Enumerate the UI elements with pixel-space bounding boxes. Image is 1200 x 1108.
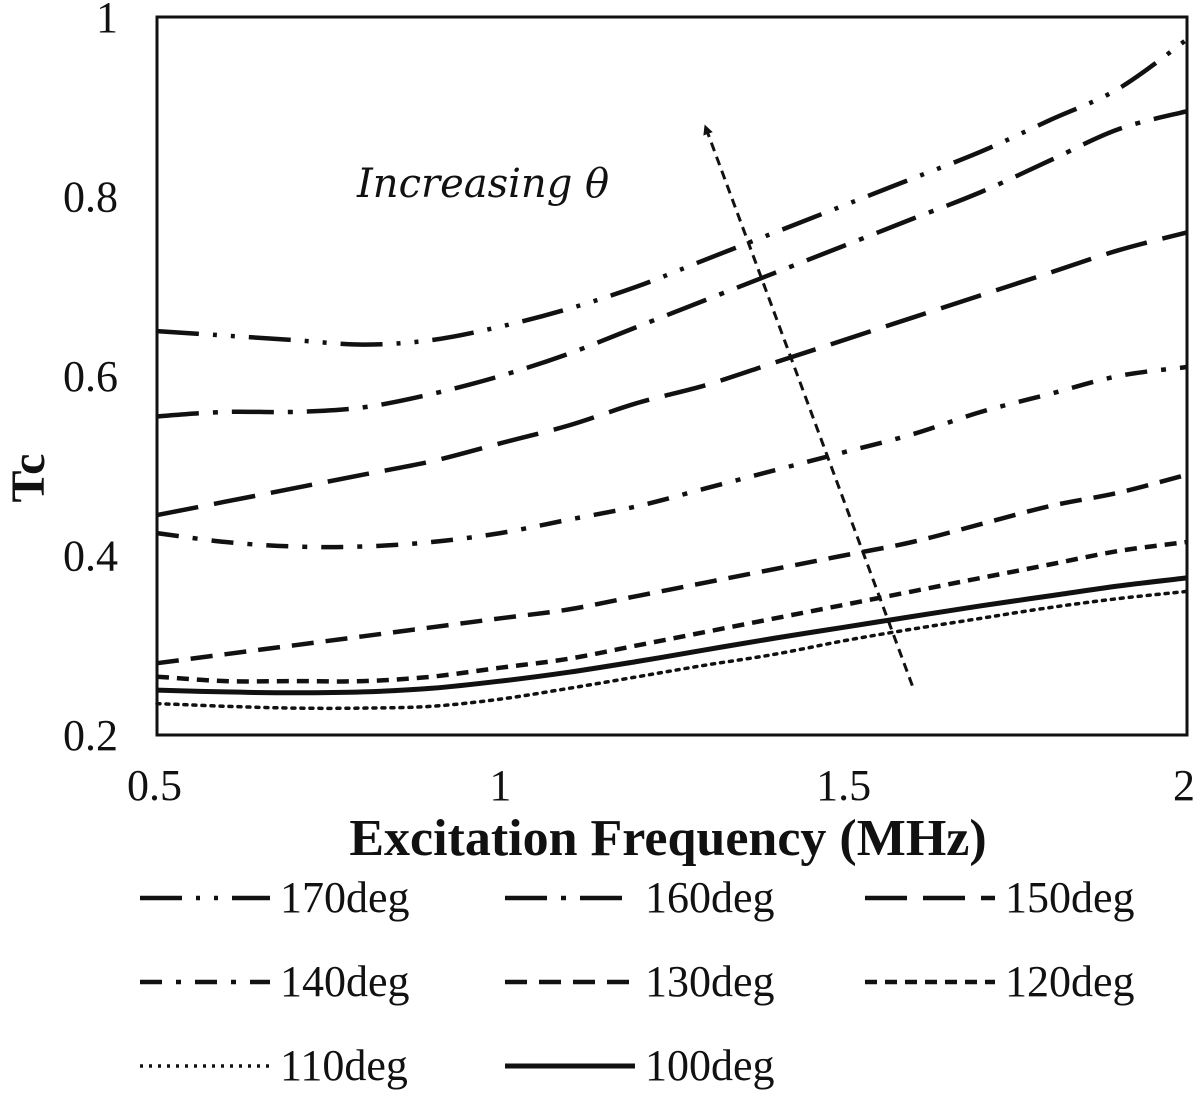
legend-label: 100deg [645,1041,775,1090]
y-tick-label: 0.4 [63,532,118,581]
series-150deg [156,230,1188,518]
plot-frame [155,15,1189,737]
series-100deg [156,575,1188,696]
legend-item-140deg: 140deg [140,957,410,1006]
series-layer [155,37,1189,711]
series-160deg [156,109,1188,419]
annotation-text: Increasing θ [356,161,609,207]
y-axis-title: Tc [2,454,55,503]
series-130deg [156,472,1188,666]
legend-item-100deg: 100deg [505,1041,775,1090]
legend-item-120deg: 120deg [865,957,1135,1006]
legend-item-130deg: 130deg [505,957,775,1006]
legend-item-170deg: 170deg [140,873,410,922]
tick-layer: 0.5 1 1.5 2 0.2 0.4 0.6 0.8 1 [63,0,1195,810]
y-tick-label: 0.6 [63,352,118,401]
legend-label: 170deg [280,873,410,922]
legend-item-150deg: 150deg [865,873,1135,922]
x-tick-label: 1 [489,761,511,810]
series-120deg [156,539,1188,684]
x-tick-label: 1.5 [816,761,871,810]
y-tick-label: 1 [96,0,118,42]
legend-label: 130deg [645,957,775,1006]
legend-item-110deg: 110deg [140,1041,408,1090]
x-tick-label: 2 [1173,761,1195,810]
y-tick-label: 0.2 [63,711,118,760]
legend-label: 110deg [280,1041,408,1090]
legend-item-160deg: 160deg [505,873,775,922]
legend-label: 140deg [280,957,410,1006]
y-tick-label: 0.8 [63,173,118,222]
annotation: Increasing θ [356,124,914,687]
series-170deg [156,37,1189,347]
increasing-theta-arrow [703,124,914,687]
legend-label: 160deg [645,873,775,922]
x-tick-label: 0.5 [127,761,182,810]
series-110deg [155,589,1189,711]
x-axis-title: Excitation Frequency (MHz) [349,810,986,867]
legend: 170deg 160deg 150deg 140deg 130deg 120deg 110d… [140,873,1135,1090]
series-140deg [156,364,1188,550]
legend-label: 120deg [1005,957,1135,1006]
legend-label: 150deg [1005,873,1135,922]
